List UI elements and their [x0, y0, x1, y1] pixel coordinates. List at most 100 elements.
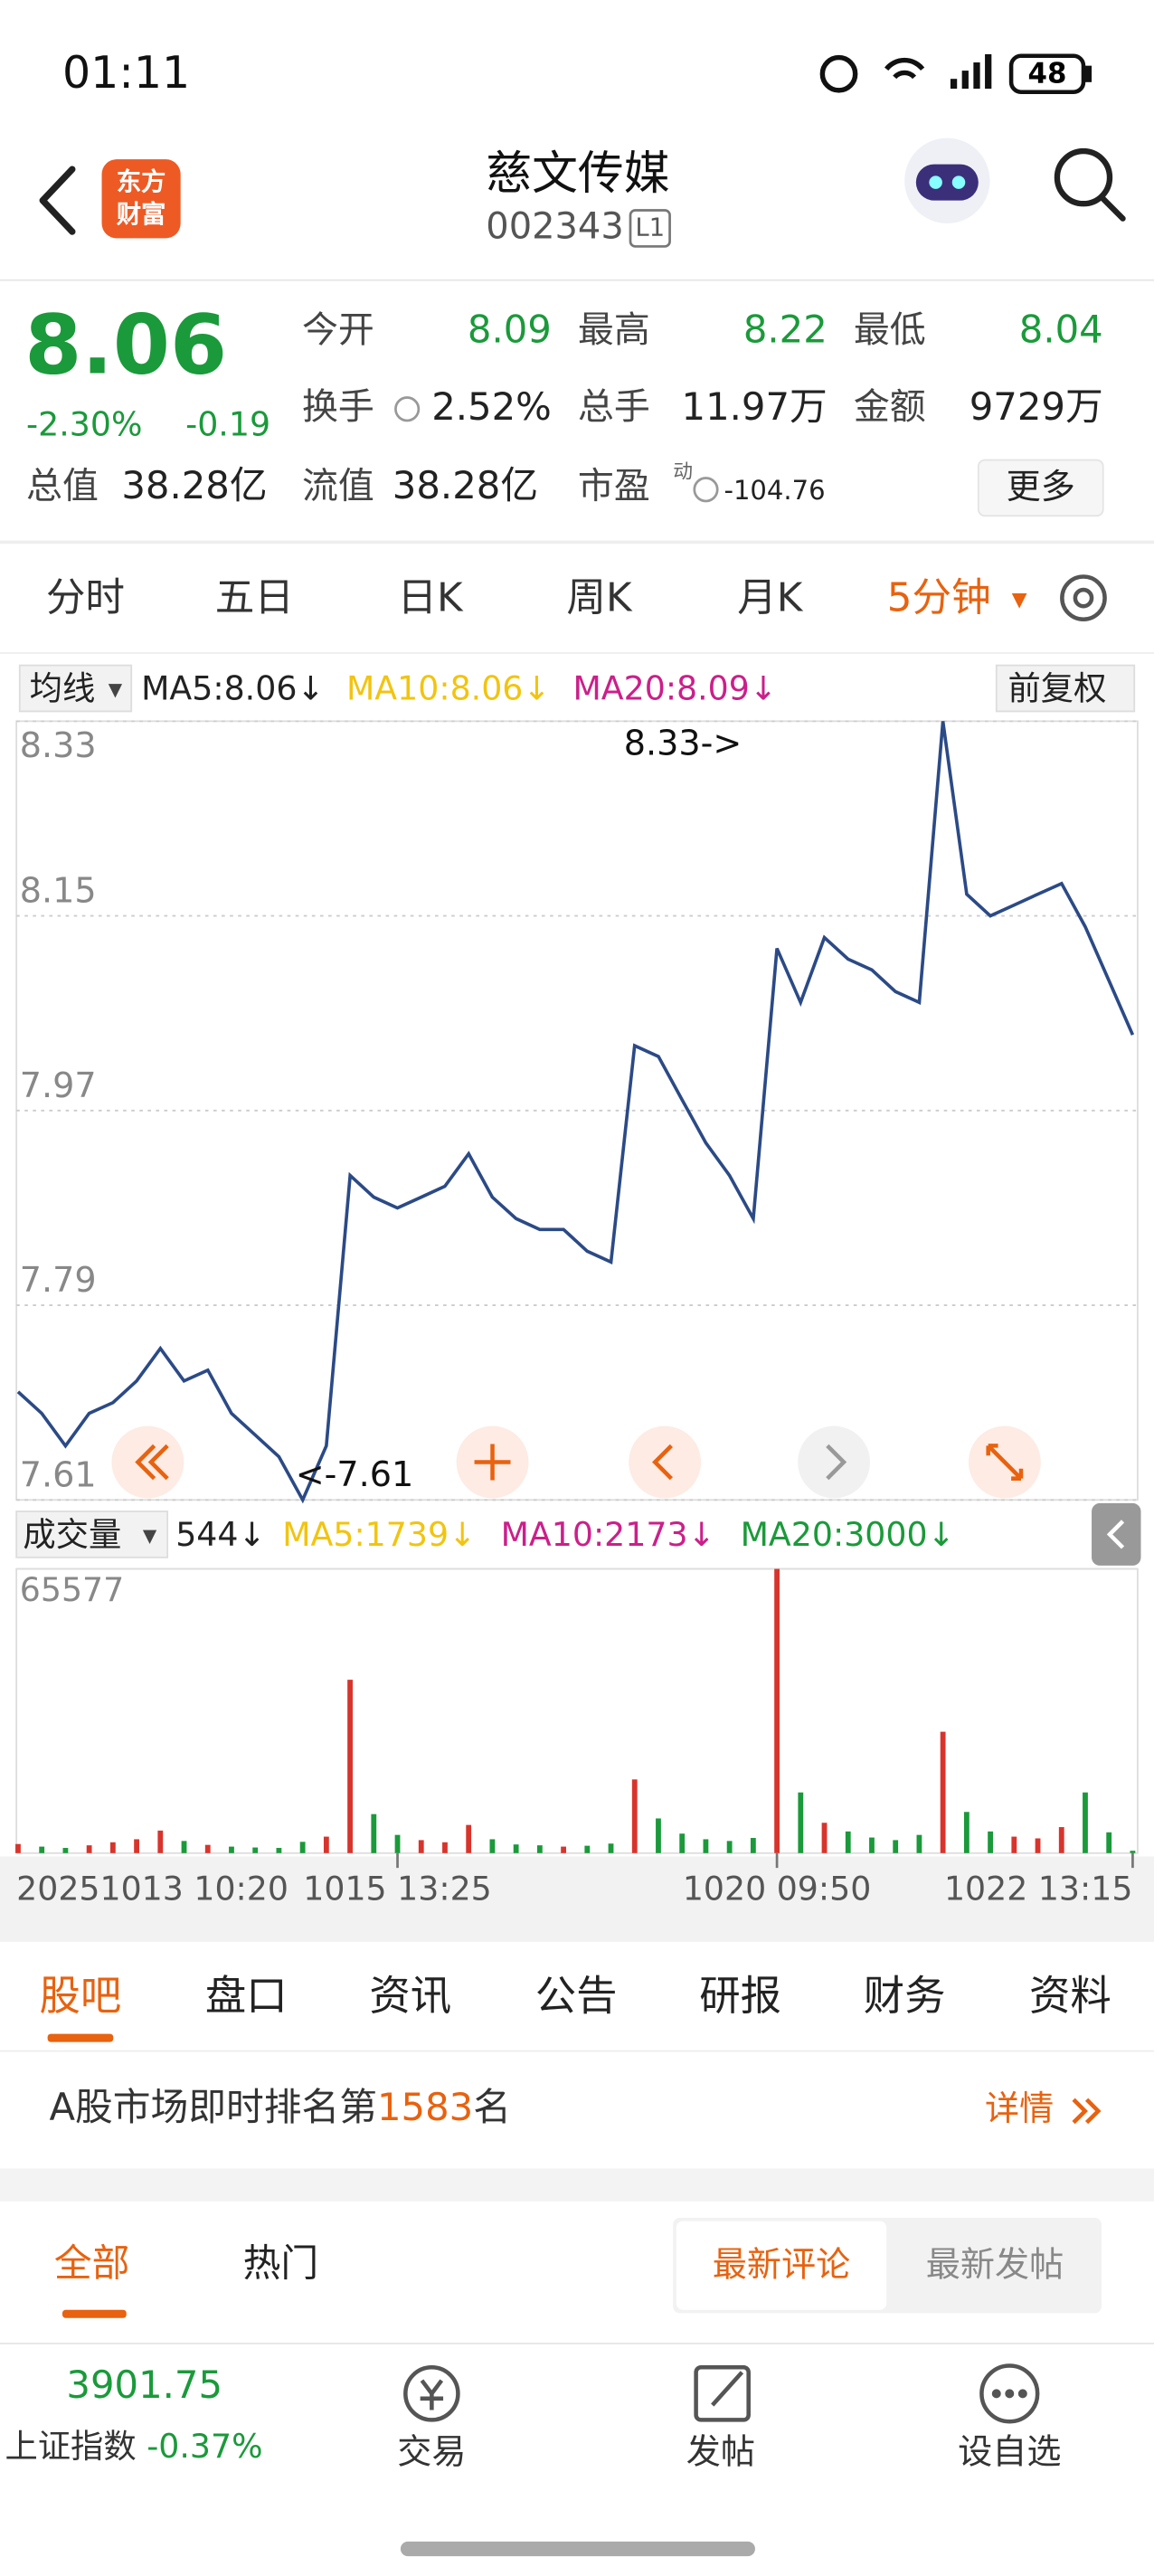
volume-bar [798, 1792, 804, 1853]
field-label: 流值 [301, 466, 374, 508]
filter-tab[interactable]: 热门 [242, 2243, 319, 2287]
content-tab[interactable]: 股吧 [39, 1972, 122, 2021]
period-tab[interactable]: 日K [397, 574, 463, 621]
settings-button[interactable] [1060, 574, 1107, 622]
field-label: 换手 [301, 387, 374, 430]
volume-bar [513, 1844, 519, 1853]
level-badge [629, 209, 671, 248]
volume-bar [608, 1843, 614, 1853]
field-value: 38.28亿 [392, 465, 539, 509]
indicator-selector[interactable] [15, 1511, 169, 1558]
content-tab[interactable]: 资讯 [369, 1972, 452, 2021]
period-tab[interactable]: 周K [566, 574, 632, 621]
volume-bar [536, 1845, 543, 1853]
field-label: 金额 [853, 387, 926, 430]
volume-bar [1011, 1836, 1017, 1853]
volume-bar [276, 1848, 282, 1853]
volume-bar [988, 1831, 993, 1853]
stock-code: 002343 [486, 206, 624, 249]
period-tab[interactable]: 月K [737, 574, 803, 621]
index-value[interactable]: 3901.75 [66, 2364, 223, 2408]
watchlist-button[interactable]: 设自选 [958, 2432, 1062, 2472]
scroll-left-button[interactable] [629, 1425, 702, 1499]
volume-bar [1083, 1792, 1088, 1853]
sort-option[interactable]: 最新发帖 [925, 2244, 1064, 2285]
volume-bar [62, 1848, 69, 1853]
indicator-selector[interactable] [18, 664, 133, 713]
info-icon[interactable] [394, 396, 421, 422]
content-tab[interactable]: 盘口 [204, 1972, 288, 2021]
field-label: 今开 [301, 310, 374, 352]
volume-bar [821, 1823, 828, 1853]
side-panel-toggle[interactable] [1092, 1502, 1141, 1566]
adjust-selector[interactable] [995, 664, 1136, 713]
volume-bar [204, 1844, 211, 1853]
volume-bar [916, 1834, 922, 1853]
indicator-label[interactable]: 均线 [29, 668, 96, 708]
adjust-label[interactable]: 前复权 [1007, 668, 1107, 708]
x-axis-band [0, 1856, 1154, 1942]
volume-bar [774, 1568, 780, 1853]
legend-entry: MA5:8.06↓ [141, 668, 325, 708]
ranking-text: A股市场即时排名第1583名 [49, 2089, 511, 2128]
field-label: 市盈 [577, 466, 650, 508]
last-price: 8.06 [24, 297, 228, 393]
details-arrow [1072, 2098, 1102, 2125]
index-info[interactable]: 上证指数 -0.37% [5, 2429, 262, 2462]
post-button[interactable]: 发帖 [686, 2432, 755, 2472]
index-name: 上证指数 [5, 2426, 137, 2467]
y-tick-label: 7.97 [20, 1065, 97, 1105]
trade-button[interactable]: 交易 [397, 2432, 467, 2472]
change-amount: -0.19 [185, 403, 271, 444]
legend-entry: MA20:8.09↓ [572, 668, 778, 708]
home-indicator [400, 2541, 755, 2557]
field-value: 8.09 [467, 309, 552, 353]
y-tick-label: 7.61 [20, 1454, 97, 1494]
volume-bar [157, 1830, 164, 1853]
field-value: 9729万 [969, 386, 1103, 430]
volume-bar [466, 1824, 472, 1853]
period-tab[interactable]: 分时 [45, 574, 125, 621]
content-tab[interactable]: 财务 [863, 1972, 946, 2021]
scroll-start-button[interactable] [111, 1425, 184, 1499]
volume-bar [442, 1842, 448, 1853]
volume-bar [584, 1845, 591, 1853]
info-icon[interactable] [693, 477, 719, 503]
legend-entry: MA10:8.06↓ [345, 668, 551, 708]
more-label[interactable]: 更多 [1006, 467, 1075, 507]
period-tab[interactable]: 5分钟 [886, 574, 991, 621]
indicator-label[interactable]: 成交量 [23, 1514, 122, 1555]
volume-bar [869, 1837, 875, 1853]
back-button[interactable] [39, 166, 76, 235]
period-tab[interactable]: 五日 [214, 574, 294, 621]
volume-bar [394, 1834, 401, 1853]
high-annotation: 8.33-> [623, 724, 743, 763]
field-value: 8.04 [1018, 309, 1103, 353]
price-line [16, 721, 1135, 1504]
details-link[interactable]: 详情 [985, 2091, 1054, 2126]
logo-text: 东方 [116, 166, 166, 197]
scroll-right-button[interactable] [798, 1425, 871, 1499]
more-button[interactable] [977, 459, 1104, 517]
volume-bar [656, 1818, 661, 1853]
divider [0, 279, 1154, 281]
divider [0, 2343, 1154, 2344]
volume-bar [299, 1842, 306, 1853]
filter-tab[interactable]: 全部 [53, 2243, 130, 2287]
volume-bar [893, 1840, 899, 1853]
field-value: 11.97万 [681, 386, 828, 430]
details-label[interactable]: 详情 [985, 2088, 1055, 2129]
volume-chart-frame [15, 1567, 1139, 1854]
search-button[interactable] [1054, 147, 1126, 222]
volume-bar [418, 1840, 424, 1853]
content-tab[interactable]: 资料 [1029, 1972, 1111, 2021]
assistant-avatar[interactable] [904, 137, 990, 224]
content-tab[interactable]: 研报 [699, 1972, 782, 2021]
dropdown-caret: ▼ [1011, 588, 1027, 611]
logo-text: 财富 [116, 199, 166, 230]
content-tab[interactable]: 公告 [534, 1972, 618, 2021]
volume-bar [1058, 1827, 1064, 1853]
sort-option[interactable]: 最新评论 [712, 2244, 851, 2285]
